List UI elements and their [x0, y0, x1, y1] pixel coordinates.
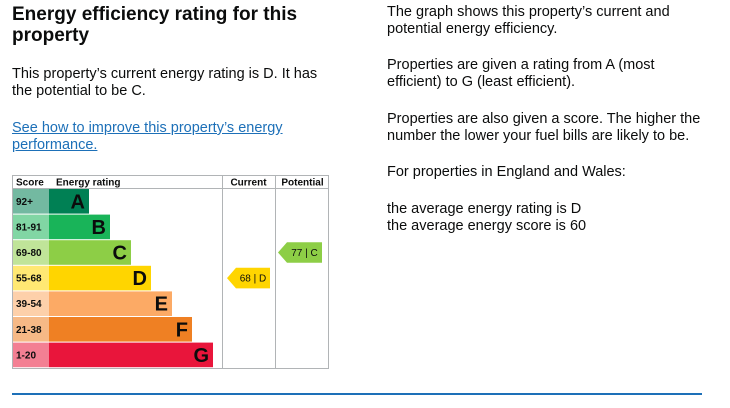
band-score-cell [13, 214, 49, 240]
current-rating-arrow [227, 267, 270, 289]
band-range-label: 69-80 [16, 248, 42, 259]
band-range-label: 39-54 [16, 299, 42, 310]
score-header: Score [16, 178, 44, 189]
band-score-cell [13, 189, 49, 214]
average-score-text: the average energy score is 60 [387, 218, 587, 234]
rating-markers: 68 | D 77 | C [227, 242, 322, 289]
band-score-cell [13, 265, 49, 291]
band-letter: F [176, 319, 188, 341]
band-bar-c [49, 240, 131, 265]
band-letter: E [155, 294, 168, 316]
band-range-label: 55-68 [16, 274, 42, 285]
average-rating-text: the average energy rating is D [387, 201, 582, 217]
band-range-label: 81-91 [16, 222, 42, 233]
explanation-region: For properties in England and Wales: [387, 164, 626, 180]
potential-header: Potential [281, 178, 323, 189]
band-bar-f [49, 317, 192, 342]
band-letter: G [193, 345, 209, 367]
band-score-cell [13, 291, 49, 316]
band-score-cell [13, 240, 49, 265]
potential-rating-label: 77 | C [291, 248, 318, 259]
band-bar-e [49, 291, 172, 316]
current-rating-label: 68 | D [240, 274, 267, 285]
band-range-label: 1-20 [16, 350, 36, 361]
band-letter: B [92, 217, 106, 239]
band-score-cell [13, 342, 49, 368]
current-rating-text: This property’s current energy rating is… [12, 66, 318, 99]
current-header: Current [230, 178, 267, 189]
explanation-graph: The graph shows this property’s current … [387, 4, 670, 37]
chart-headers: Score Energy rating Current Potential [16, 178, 324, 189]
band-letter: C [113, 243, 127, 265]
explanation-score: Properties are also given a score. The h… [387, 111, 701, 144]
potential-rating-arrow [278, 242, 322, 263]
chart-border [12, 175, 329, 369]
section-title: Energy efficiency rating for this proper… [12, 4, 298, 46]
band-bar-d [49, 265, 151, 291]
chart-frame [12, 175, 329, 369]
band-bar-b [49, 214, 110, 240]
explanation-scale: Properties are given a rating from A (mo… [387, 57, 655, 90]
section-divider [12, 393, 702, 395]
band-bar-a [49, 189, 89, 214]
rating-bands: 92+ A 81-91 B 69-80 C 55-68 D 39-54 E 21-38 F 1-20 G [13, 189, 213, 368]
band-letter: D [133, 268, 147, 290]
band-range-label: 21-38 [16, 325, 42, 336]
rating-summary: Energy efficiency rating for this proper… [12, 4, 342, 153]
band-letter: A [71, 191, 85, 213]
band-score-cell [13, 317, 49, 342]
energy-rating-header: Energy rating [56, 178, 120, 189]
improve-performance-link[interactable]: See how to improve this property’s energ… [12, 120, 283, 153]
band-range-label: 92+ [16, 197, 33, 208]
band-bar-g [49, 342, 213, 368]
energy-rating-chart: Score Energy rating Current Potential 92+ A 8… [12, 175, 329, 369]
